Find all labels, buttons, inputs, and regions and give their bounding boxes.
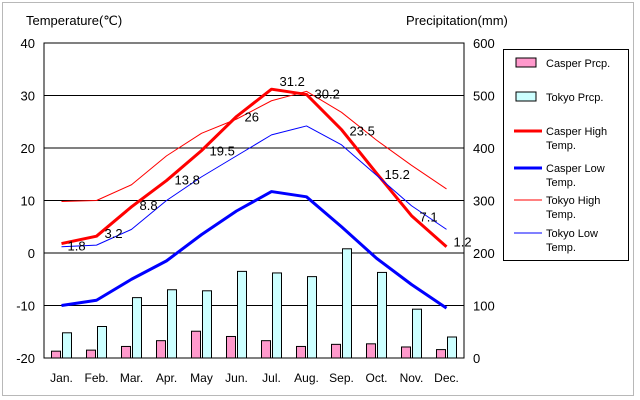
bar-casper-prcp [86,349,96,359]
x-tick-label: Mar. [120,371,143,385]
x-tick-label: Apr. [156,371,177,385]
bar-tokyo-prcp [342,248,352,359]
legend-label-tokyo-high-temp: Temp. [546,209,576,221]
data-label: 23.5 [350,124,375,139]
data-label: 7.1 [420,210,438,225]
bar-tokyo-prcp [62,332,72,359]
y-left-tick-label: 30 [21,89,35,104]
y-right-tick-label: 200 [473,246,495,261]
y-left-tick-label: 10 [21,194,35,209]
bar-casper-prcp [261,340,271,359]
legend: Casper Prcp. Tokyo Prcp. Casper High Temp. C… [503,49,629,261]
y-right-tick-label: 300 [473,194,495,209]
y-left-tick-label: 20 [21,141,35,156]
data-label: 3.2 [105,226,123,241]
legend-swatch-tokyo-prcp [515,91,537,102]
legend-label-tokyo-prcp: Tokyo Prcp. [546,92,603,104]
y-left-tick-label: 40 [21,36,35,51]
x-tick-label: Jul. [262,371,281,385]
legend-label-casper-high-temp: Casper High [546,126,607,138]
bar-tokyo-prcp [272,272,282,359]
data-label: 1.2 [454,235,472,250]
line-tokyo-low-temp [61,125,447,248]
bar-casper-prcp [51,350,61,359]
legend-label-casper-prcp: Casper Prcp. [546,58,610,70]
x-tick-label: Jun. [225,371,248,385]
y-left-tick-label: 0 [28,246,35,261]
y-left-tick-label: -20 [16,351,35,366]
x-tick-label: Jan. [50,371,73,385]
bar-casper-prcp [191,330,201,359]
chart-frame [2,2,634,396]
data-label: 15.2 [385,167,410,182]
line-casper-low-temp [61,190,448,310]
data-label: 31.2 [280,74,305,89]
plot-border [43,42,465,359]
legend-label-tokyo-low-temp: Tokyo Low [546,228,598,240]
bar-casper-prcp [156,340,166,359]
y-left-tick-label: -10 [16,299,35,314]
bar-tokyo-prcp [377,271,387,359]
data-label: 8.8 [140,198,158,213]
data-label: 19.5 [210,144,235,159]
legend-swatch-casper-prcp [515,57,537,68]
bar-casper-prcp [366,343,376,359]
bar-casper-prcp [436,349,446,359]
bar-casper-prcp [401,346,411,359]
bar-tokyo-prcp [167,289,177,359]
legend-label-casper-high-temp: Temp. [546,140,576,152]
x-tick-label: Dec. [434,371,459,385]
data-label: 13.8 [175,173,200,188]
y-right-axis-title: Precipitation(mm) [406,13,508,28]
y-left-axis-title: Temperature(℃) [26,13,123,28]
bar-tokyo-prcp [447,336,457,359]
bar-casper-prcp [331,343,341,359]
line-tokyo-high-temp [61,90,447,203]
y-right-tick-label: 400 [473,141,495,156]
x-tick-label: Aug. [294,371,319,385]
bar-tokyo-prcp [307,276,317,359]
legend-label-tokyo-high-temp: Tokyo High [546,195,600,207]
bar-tokyo-prcp [202,290,212,359]
x-tick-label: Nov. [400,371,424,385]
x-tick-label: Feb. [84,371,108,385]
bar-tokyo-prcp [132,297,142,359]
x-tick-label: May [190,371,213,385]
y-right-tick-label: 500 [473,89,495,104]
bar-casper-prcp [121,345,131,359]
bar-tokyo-prcp [97,326,107,359]
data-label: 26 [245,110,259,125]
data-label: 1.8 [68,239,86,254]
y-right-tick-label: 100 [473,299,495,314]
y-right-tick-label: 600 [473,36,495,51]
x-tick-label: Sep. [329,371,354,385]
legend-label-tokyo-low-temp: Temp. [546,242,576,254]
bar-casper-prcp [296,345,306,359]
bar-tokyo-prcp [237,270,247,359]
legend-label-casper-low-temp: Casper Low [546,163,605,175]
y-right-tick-label: 0 [473,351,480,366]
data-label: 30.2 [315,86,340,101]
x-tick-label: Oct. [365,371,387,385]
bar-tokyo-prcp [412,308,422,359]
legend-canvas: Casper Prcp. Tokyo Prcp. Casper High Temp. C… [514,57,610,254]
legend-label-casper-low-temp: Temp. [546,177,576,189]
bar-casper-prcp [226,335,236,359]
